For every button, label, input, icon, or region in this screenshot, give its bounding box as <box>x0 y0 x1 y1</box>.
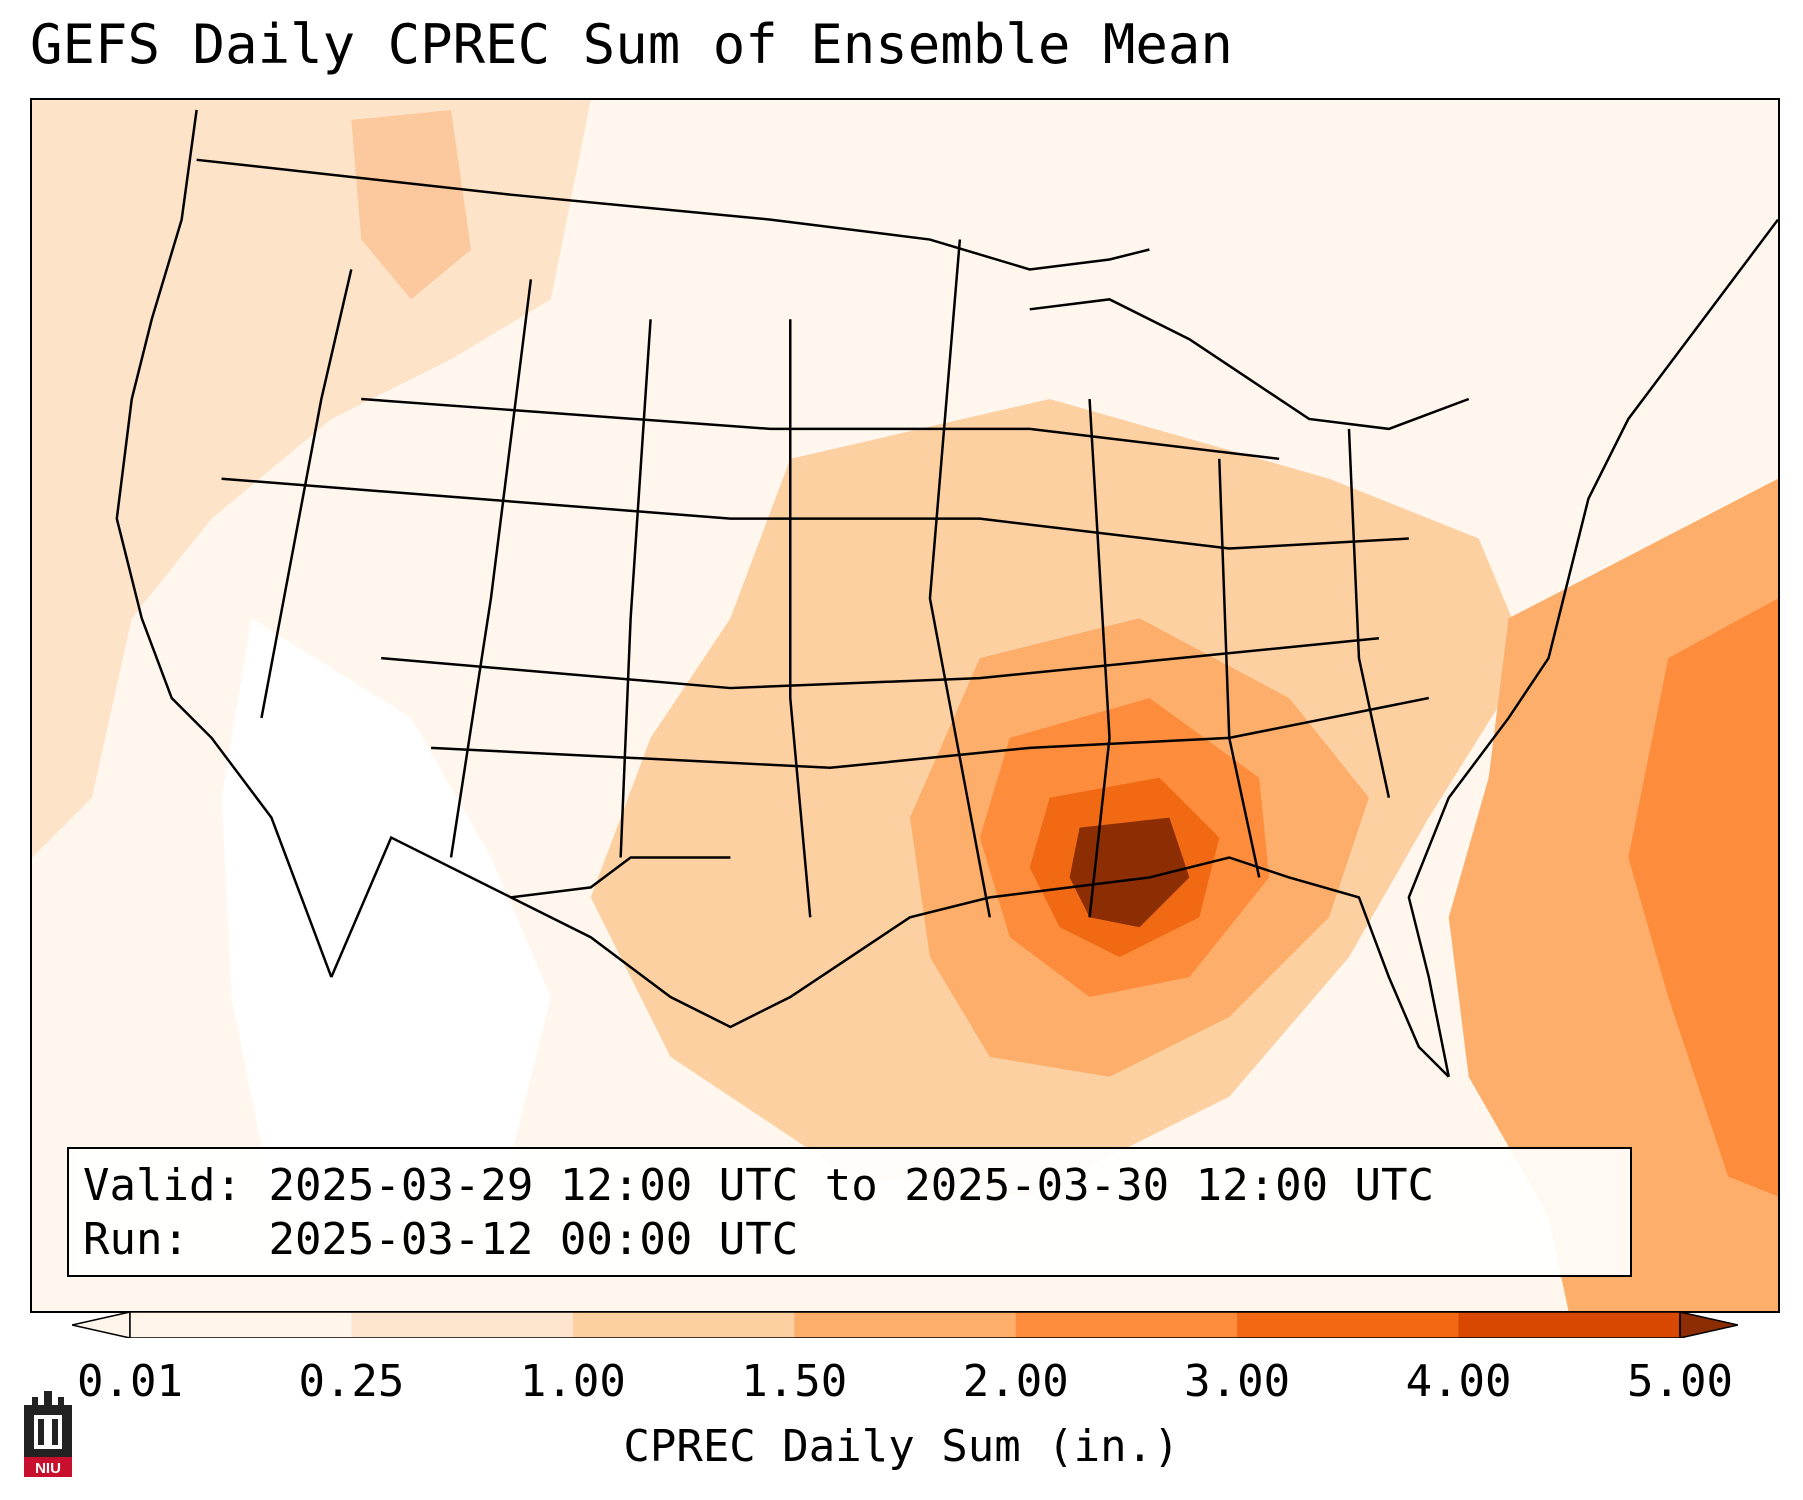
niu-logo: NIU <box>24 1391 72 1477</box>
colorbar <box>72 1312 1738 1338</box>
precip-light-west <box>32 100 591 858</box>
colorbar-extend-low <box>72 1312 131 1338</box>
state-line-v4 <box>789 319 812 918</box>
colorbar-tick-label: 0.25 <box>298 1356 405 1407</box>
run-label: Run: <box>83 1214 189 1265</box>
state-line-v2 <box>449 279 533 858</box>
state-line-v8 <box>1347 428 1391 798</box>
state-line-v3 <box>619 319 652 858</box>
boundaries <box>115 109 1778 1078</box>
state-line-v1 <box>260 269 353 719</box>
colorbar-tick-label: 1.50 <box>741 1356 848 1407</box>
precip-light-northwest <box>351 109 471 300</box>
map-title: GEFS Daily CPREC Sum of Ensemble Mean <box>30 13 1233 76</box>
border-mexico <box>330 835 731 978</box>
colorbar-tick-label: 3.00 <box>1184 1356 1291 1407</box>
colorbar-segment <box>1458 1312 1681 1338</box>
colorbar-label: CPREC Daily Sum (in.) <box>623 1421 1180 1472</box>
state-line-4 <box>431 696 1430 770</box>
run-row: Run: 2025-03-12 00:00 UTC <box>83 1213 1616 1267</box>
precip-max <box>1069 817 1190 928</box>
colorbar-segment <box>572 1312 795 1338</box>
colorbar-segment <box>351 1312 574 1338</box>
colorbar-segment <box>130 1312 352 1338</box>
precip-southwest-clear <box>221 618 551 1247</box>
svg-text:NIU: NIU <box>35 1460 61 1477</box>
colorbar-tick-label: 0.01 <box>77 1356 183 1407</box>
coastline-east <box>1407 218 1778 1078</box>
valid-label: Valid: <box>83 1160 242 1211</box>
border-canada <box>196 158 1150 271</box>
colorbar-tick-label: 5.00 <box>1627 1356 1733 1407</box>
precip-shading <box>32 100 1778 1311</box>
state-line-v5 <box>928 239 992 918</box>
valid-row: Valid: 2025-03-29 12:00 UTC to 2025-03-3… <box>83 1159 1616 1213</box>
valid-value: 2025-03-29 12:00 UTC to 2025-03-30 12:00… <box>268 1160 1435 1211</box>
colorbar-segment <box>794 1312 1017 1338</box>
colorbar-tick-label: 4.00 <box>1405 1356 1512 1407</box>
coastline-west <box>115 109 333 978</box>
run-value: 2025-03-12 00:00 UTC <box>268 1214 799 1265</box>
precip-atlantic-inner <box>1628 598 1778 1197</box>
state-line-2 <box>221 477 1409 550</box>
state-line-3 <box>381 636 1380 690</box>
colorbar-segment <box>1015 1312 1238 1338</box>
colorbar-segment <box>1237 1312 1460 1338</box>
state-line-1 <box>361 397 1280 461</box>
precipitation-map[interactable] <box>30 98 1780 1313</box>
colorbar-tick-label: 2.00 <box>962 1356 1069 1407</box>
colorbar-ticks: 0.01 0.25 1.00 1.50 2.00 3.00 4.00 5.00 <box>0 1360 1803 1420</box>
map-canvas <box>32 100 1778 1311</box>
colorbar-extend-high <box>1679 1312 1738 1338</box>
state-line-v7 <box>1218 458 1261 878</box>
great-lakes-outline <box>1029 298 1470 431</box>
validity-info-box: Valid: 2025-03-29 12:00 UTC to 2025-03-3… <box>67 1147 1632 1277</box>
state-line-v6 <box>1088 398 1111 918</box>
colorbar-outline <box>129 1312 1681 1338</box>
colorbar-tick-label: 1.00 <box>519 1356 626 1407</box>
coastline-gulf <box>510 856 1450 1078</box>
